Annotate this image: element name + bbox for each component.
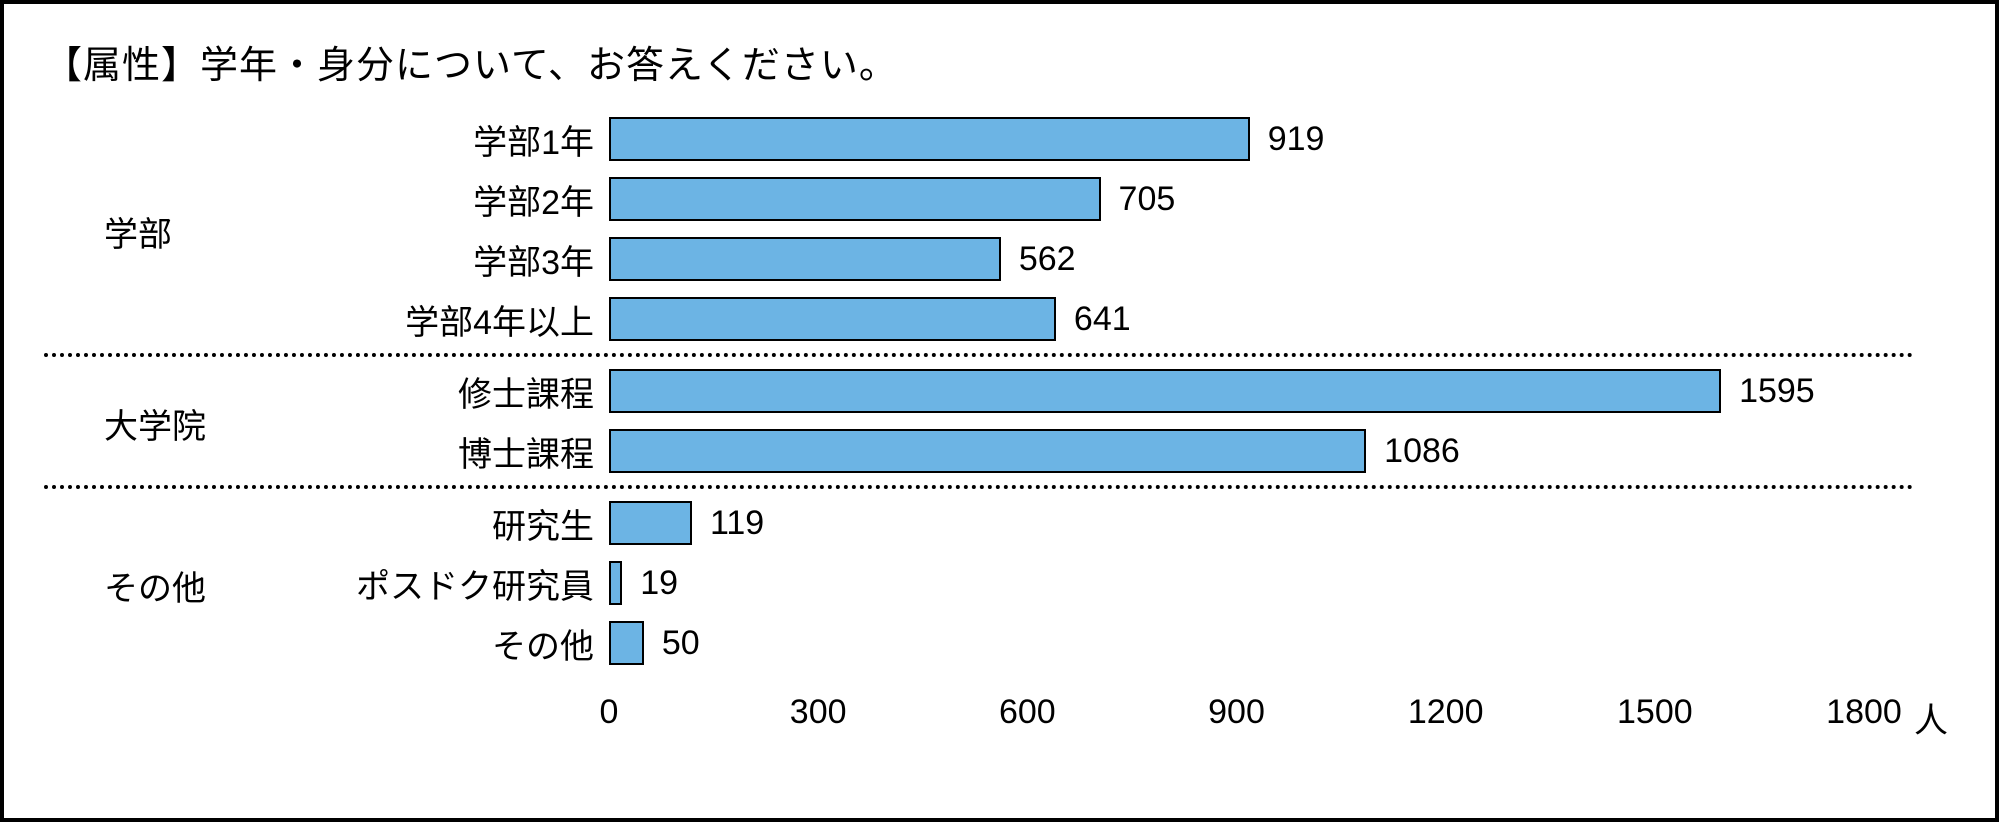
category-label: 研究生 [492,499,594,548]
plot-area: 学部1年 919 学部2年 705 学部3年 562 学部4年以上 641 修士課程 1595 博士… [44,109,1914,789]
group-divider [44,353,1914,357]
bar-row: 学部4年以上 641 [44,289,1914,349]
x-tick-label: 900 [1208,693,1265,732]
chart-title: 【属性】学年・身分について、お答えください。 [44,34,1945,89]
value-label: 919 [1268,120,1325,159]
x-tick-label: 300 [790,693,847,732]
category-label: 学部3年 [473,235,594,284]
value-label: 19 [640,564,678,603]
category-label: ポスドク研究員 [356,559,594,608]
value-label: 119 [710,504,764,543]
bar-row: 修士課程 1595 [44,361,1914,421]
bar-row: 研究生 119 [44,493,1914,553]
bar [609,621,644,665]
value-label: 1086 [1384,432,1460,471]
bar [609,561,622,605]
category-label: 博士課程 [458,427,594,476]
value-label: 1595 [1739,372,1815,411]
category-label: 修士課程 [458,367,594,416]
category-label: 学部1年 [473,115,594,164]
bar [609,297,1056,341]
category-label: 学部4年以上 [405,295,594,344]
group-label: その他 [104,561,206,610]
bar-row: 学部2年 705 [44,169,1914,229]
group-divider [44,485,1914,489]
bar [609,117,1250,161]
value-label: 562 [1019,240,1076,279]
bar-row: その他 50 [44,613,1914,673]
value-label: 641 [1074,300,1131,339]
x-tick-label: 0 [600,693,619,732]
category-label: その他 [492,619,594,668]
value-label: 50 [662,624,700,663]
x-tick-label: 1200 [1408,693,1484,732]
bar [609,369,1721,413]
group-label: 大学院 [104,399,206,448]
bar-row: 博士課程 1086 [44,421,1914,481]
chart-container: 【属性】学年・身分について、お答えください。 学部1年919学部2年705学部3… [0,0,1999,822]
group-label: 学部 [104,207,172,256]
bar-row: ポスドク研究員 19 [44,553,1914,613]
bar [609,429,1366,473]
bar [609,177,1101,221]
category-label: 学部2年 [473,175,594,224]
x-tick-label: 600 [999,693,1056,732]
x-axis-unit: 人 [1914,693,1948,742]
bar-row: 学部1年 919 [44,109,1914,169]
bar [609,237,1001,281]
bar-row: 学部3年 562 [44,229,1914,289]
x-tick-label: 1500 [1617,693,1693,732]
x-tick-label: 1800 [1826,693,1902,732]
bar [609,501,692,545]
value-label: 705 [1119,180,1176,219]
